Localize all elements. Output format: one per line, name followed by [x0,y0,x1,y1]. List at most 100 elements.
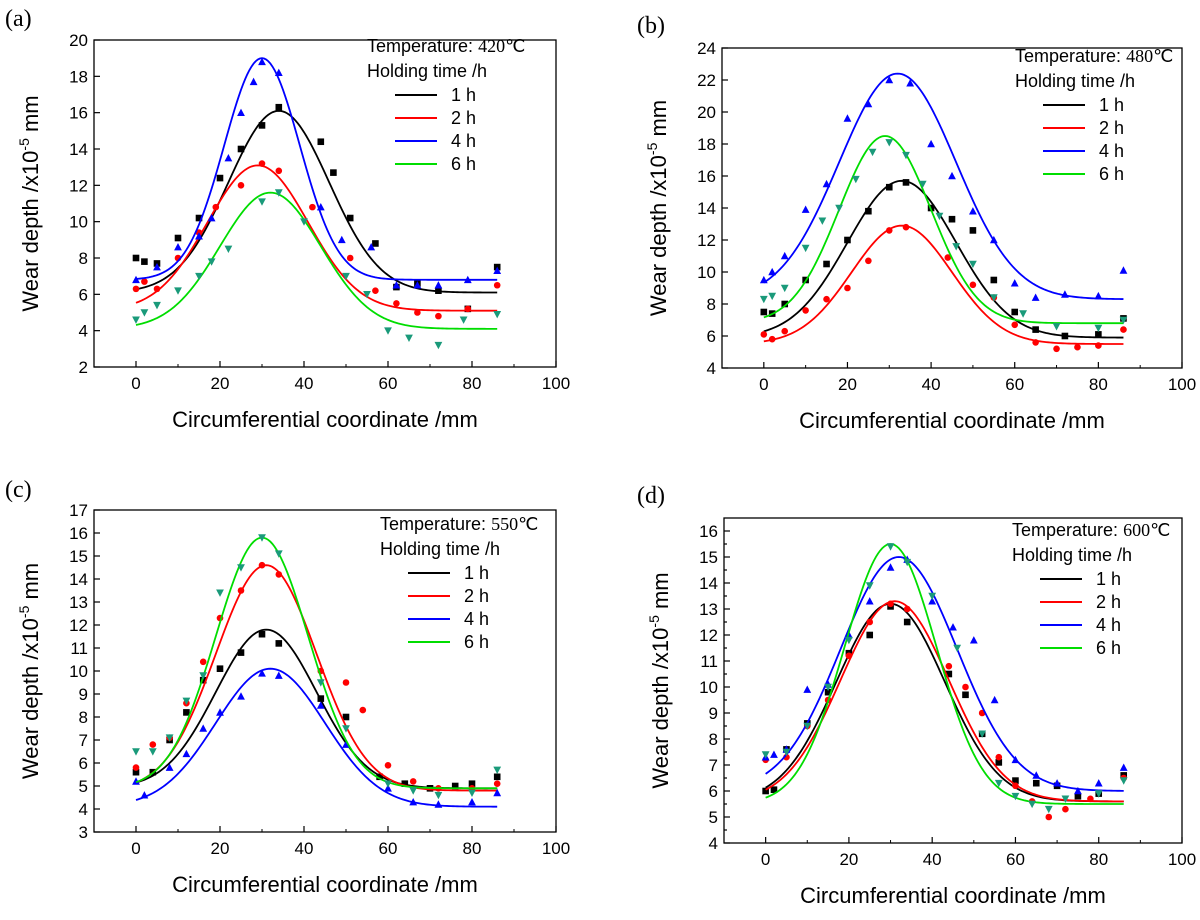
data-point [903,605,911,613]
y-tick-label: 16 [69,104,88,123]
data-point [978,730,987,738]
legend-label: 4 h [464,609,489,629]
legend-label: 2 h [1099,118,1124,138]
data-point [903,618,911,626]
x-tick-label: 60 [379,839,398,858]
data-point [1061,290,1069,298]
data-point [1061,795,1070,803]
data-point [237,649,245,656]
data-point [258,534,266,542]
y-tick-label: 15 [69,547,88,566]
data-point [1094,779,1103,787]
data-point [309,203,316,211]
data-layer [759,72,1128,353]
data-point [902,151,910,160]
y-tick-label: 6 [707,327,716,346]
data-point [845,652,853,660]
x-tick-label: 0 [131,839,140,858]
data-point [275,167,283,175]
y-tick-label: 4 [709,834,718,853]
data-point [1012,782,1019,790]
data-point [865,582,874,590]
legend-label: 4 h [1099,141,1124,161]
data-point [207,213,216,222]
data-point [801,205,810,213]
data-point [342,679,350,686]
data-point [962,683,969,691]
y-tick-label: 4 [79,322,88,341]
data-point [990,695,999,704]
y-axis-title: Wear depth /x10-5 mm [646,572,673,788]
panel-label: (d) [637,483,665,509]
x-tick-label: 80 [463,839,482,858]
data-point [468,798,476,806]
y-tick-label: 7 [709,756,718,775]
data-point [316,679,325,687]
data-point [866,618,874,626]
data-point [132,748,140,756]
fit-curve-6h [763,135,1124,325]
data-point [409,798,418,806]
data-point [1062,805,1069,813]
data-point [149,741,157,748]
data-point [822,179,831,188]
data-point [885,75,894,84]
data-point [928,592,937,601]
y-tick-label: 8 [709,730,718,749]
y-tick-label: 14 [69,570,88,589]
legend-label: 6 h [464,632,489,652]
y-tick-label: 10 [699,678,718,697]
data-point [945,662,953,670]
x-tick-label: 60 [1005,375,1024,394]
data-point [316,203,325,211]
data-point [1119,777,1128,785]
data-point [1119,316,1128,325]
data-point [367,243,376,251]
data-point [844,284,851,292]
data-point [1053,779,1061,787]
data-point [844,236,851,244]
x-tick-label: 100 [542,839,570,858]
plot-frame [93,39,557,368]
data-point [1061,332,1069,340]
legend-label: 6 h [451,154,476,174]
data-point [945,670,953,678]
x-tick-label: 80 [1089,375,1108,394]
data-point [780,251,789,260]
data-point [903,558,912,567]
data-point [140,309,149,317]
y-tick-label: 18 [697,135,716,154]
y-tick-label: 20 [69,31,88,50]
panel-a: (a) 0 20 40 60 80 100 2 4 6 8 10 12 14 16 18 20 Circumfer… [5,6,570,432]
x-tick-label: 60 [379,374,398,393]
data-point [393,300,400,307]
y-tick-label: 12 [69,176,88,195]
y-tick-label: 4 [707,359,716,378]
data-point [275,103,283,111]
x-tick-label: 100 [542,374,570,393]
data-point [1032,326,1039,333]
data-point [1052,323,1061,331]
data-point [346,254,354,262]
data-point [770,786,778,793]
data-point [359,706,367,714]
data-point [132,254,140,262]
data-point [1119,763,1128,771]
data-point [384,780,392,788]
y-tick-label: 14 [697,199,716,218]
data-layer [132,534,502,808]
data-point [1012,777,1019,784]
data-point [1094,291,1103,300]
data-point [468,789,476,797]
data-point [886,563,895,571]
legend-label: 6 h [1096,638,1121,658]
data-point [216,708,224,716]
data-point [342,740,350,748]
data-point [969,227,977,234]
data-point [1119,266,1128,274]
data-point [346,214,354,222]
legend-label: 2 h [451,108,476,128]
data-point [464,305,472,313]
data-point [195,272,203,281]
data-point [928,597,937,605]
